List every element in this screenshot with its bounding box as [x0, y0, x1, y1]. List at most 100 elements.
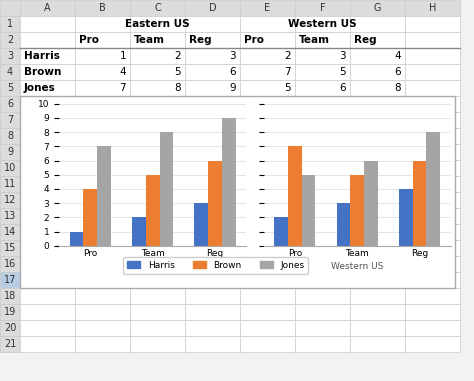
- Bar: [405, 32, 460, 48]
- Bar: [130, 64, 185, 80]
- Text: 3: 3: [229, 51, 236, 61]
- Bar: [0, 240, 20, 256]
- Bar: [240, 336, 295, 352]
- Text: B: B: [99, 3, 106, 13]
- Bar: [185, 240, 240, 256]
- Bar: [405, 192, 460, 208]
- Bar: [405, 48, 460, 64]
- Bar: [185, 272, 240, 288]
- Bar: [75, 208, 130, 224]
- Bar: [185, 288, 240, 304]
- Text: 16: 16: [4, 259, 16, 269]
- Bar: [295, 80, 350, 96]
- Bar: [75, 192, 130, 208]
- Bar: [70, 232, 83, 246]
- Text: 2: 2: [284, 51, 291, 61]
- Bar: [240, 224, 295, 240]
- Bar: [350, 272, 405, 288]
- Bar: [75, 288, 130, 304]
- Bar: [274, 217, 288, 246]
- Bar: [350, 192, 405, 208]
- Bar: [83, 189, 97, 246]
- Bar: [75, 320, 130, 336]
- Bar: [75, 48, 130, 64]
- Bar: [75, 304, 130, 320]
- Text: 6: 6: [339, 83, 346, 93]
- Bar: [75, 112, 130, 128]
- Text: 12: 12: [4, 195, 16, 205]
- Text: 17: 17: [4, 275, 16, 285]
- Bar: [240, 240, 295, 256]
- Text: 18: 18: [4, 291, 16, 301]
- Bar: [75, 256, 130, 272]
- Bar: [0, 176, 20, 192]
- Bar: [185, 320, 240, 336]
- Bar: [405, 80, 460, 96]
- Bar: [350, 48, 405, 64]
- Bar: [75, 224, 130, 240]
- Bar: [20, 208, 75, 224]
- Text: G: G: [374, 3, 381, 13]
- Bar: [350, 112, 405, 128]
- Bar: [405, 96, 460, 112]
- Bar: [185, 256, 240, 272]
- Bar: [0, 160, 20, 176]
- Bar: [295, 0, 350, 16]
- Bar: [405, 320, 460, 336]
- Bar: [185, 224, 240, 240]
- Bar: [20, 224, 75, 240]
- Bar: [0, 128, 20, 144]
- Bar: [20, 128, 75, 144]
- Bar: [350, 240, 405, 256]
- Bar: [185, 192, 240, 208]
- Bar: [20, 80, 75, 96]
- Bar: [405, 288, 460, 304]
- Bar: [240, 80, 295, 96]
- Text: Brown: Brown: [24, 67, 61, 77]
- Bar: [0, 304, 20, 320]
- Bar: [20, 96, 75, 112]
- Bar: [350, 160, 405, 176]
- Text: A: A: [44, 3, 51, 13]
- Bar: [130, 224, 185, 240]
- Bar: [399, 189, 412, 246]
- Bar: [295, 96, 350, 112]
- Bar: [185, 304, 240, 320]
- Bar: [20, 64, 75, 80]
- Bar: [240, 144, 295, 160]
- Bar: [130, 144, 185, 160]
- Bar: [405, 224, 460, 240]
- Bar: [350, 80, 405, 96]
- Bar: [75, 32, 130, 48]
- Bar: [20, 288, 75, 304]
- Bar: [97, 146, 111, 246]
- Bar: [185, 48, 240, 64]
- Bar: [405, 256, 460, 272]
- Bar: [20, 48, 75, 64]
- Bar: [75, 144, 130, 160]
- Bar: [0, 64, 20, 80]
- Text: 7: 7: [119, 83, 126, 93]
- Bar: [20, 16, 75, 32]
- Bar: [20, 304, 75, 320]
- Text: 2: 2: [7, 35, 13, 45]
- Bar: [240, 208, 295, 224]
- Bar: [0, 64, 20, 80]
- Bar: [0, 96, 20, 112]
- Text: 8: 8: [7, 131, 13, 141]
- Bar: [0, 304, 20, 320]
- Bar: [185, 128, 240, 144]
- Bar: [130, 32, 185, 48]
- Bar: [295, 224, 350, 240]
- Text: Reg: Reg: [189, 35, 211, 45]
- Bar: [0, 48, 20, 64]
- Bar: [240, 32, 295, 48]
- Bar: [350, 336, 405, 352]
- Bar: [75, 240, 130, 256]
- Bar: [405, 208, 460, 224]
- Text: 7: 7: [7, 115, 13, 125]
- Bar: [240, 128, 295, 144]
- Bar: [75, 336, 130, 352]
- Text: 4: 4: [7, 67, 13, 77]
- Bar: [20, 240, 75, 256]
